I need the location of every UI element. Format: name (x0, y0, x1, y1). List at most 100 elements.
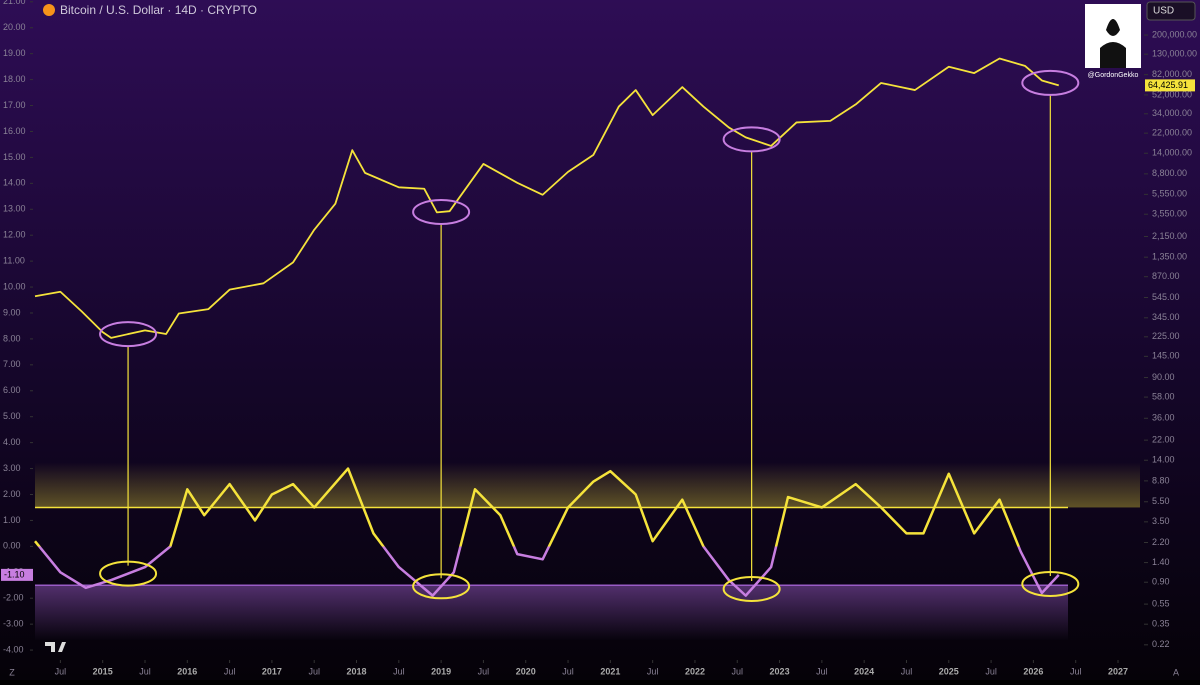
y-tick-label: 9.00 (3, 307, 21, 317)
y-tick-label: 0.00 (3, 541, 21, 551)
y-tick-label: 16.00 (3, 126, 26, 136)
x-tick-label: 2020 (516, 666, 536, 676)
y2-tick-label: 1,350.00 (1152, 252, 1187, 262)
watermark: @GordonGekko (1088, 72, 1139, 79)
y2-tick-label: 0.90 (1152, 577, 1170, 587)
corner-label: Z (9, 667, 15, 677)
last-price-label: 64,425.91 (1148, 80, 1188, 90)
x-tick-label: 2026 (1023, 666, 1043, 676)
tv-logo (45, 642, 66, 652)
y-tick-label: 7.00 (3, 359, 21, 369)
x-tick-label: Jul (1070, 666, 1082, 676)
y2-tick-label: 5.50 (1152, 496, 1170, 506)
y-tick-label: 1.00 (3, 515, 21, 525)
avatar-silhouette (1100, 19, 1126, 68)
y2-tick-label: 58.00 (1152, 391, 1175, 401)
y2-tick-label: 90.00 (1152, 372, 1175, 382)
x-tick-label: Jul (647, 666, 659, 676)
y-tick-label: 2.00 (3, 489, 21, 499)
series-line (34, 57, 1060, 339)
x-tick-label: Jul (732, 666, 744, 676)
x-tick-label: Jul (55, 666, 67, 676)
x-tick-label: 2015 (93, 666, 113, 676)
x-tick-label: 2027 (1108, 666, 1128, 676)
x-tick-label: 2024 (854, 666, 874, 676)
y2-tick-label: 345.00 (1152, 312, 1180, 322)
btc-icon (43, 4, 55, 16)
y-tick-label: 3.00 (3, 463, 21, 473)
x-tick-label: Jul (985, 666, 997, 676)
y2-tick-label: 34,000.00 (1152, 108, 1192, 118)
x-tick-label: Jul (308, 666, 320, 676)
highlight-circle (722, 126, 781, 153)
y-tick-label: -4.00 (3, 644, 24, 654)
y2-tick-label: 2,150.00 (1152, 231, 1187, 241)
highlight-circle (412, 198, 471, 225)
y2-tick-label: 200,000.00 (1152, 29, 1197, 39)
y2-tick-label: 1.40 (1152, 557, 1170, 567)
x-tick-label: Jul (901, 666, 913, 676)
x-tick-label: 2019 (431, 666, 451, 676)
x-tick-label: 2016 (177, 666, 197, 676)
y2-tick-label: 8.80 (1152, 475, 1170, 485)
chart-title: Bitcoin / U.S. Dollar · 14D · CRYPTO (60, 3, 257, 17)
y-tick-label: 4.00 (3, 437, 21, 447)
y2-tick-label: 3.50 (1152, 516, 1170, 526)
x-tick-label: 2023 (770, 666, 790, 676)
y-tick-label: 12.00 (3, 230, 26, 240)
highlight-circle (99, 321, 158, 348)
highlight-circle (412, 573, 471, 600)
y-tick-label: -2.00 (3, 593, 24, 603)
y-tick-label: 15.00 (3, 152, 26, 162)
currency-label[interactable]: USD (1153, 6, 1174, 17)
y-tick-label: 6.00 (3, 385, 21, 395)
last-value-box (1, 568, 33, 581)
y-tick-label: -3.00 (3, 619, 24, 629)
y2-tick-label: 14.00 (1152, 455, 1175, 465)
y2-tick-label: 3,550.00 (1152, 209, 1187, 219)
highlight-circle (99, 560, 158, 587)
y2-tick-label: 36.00 (1152, 413, 1175, 423)
y2-tick-label: 5,550.00 (1152, 189, 1187, 199)
y-tick-label: 21.00 (3, 0, 26, 6)
y2-tick-label: 22.00 (1152, 435, 1175, 445)
y2-tick-label: 225.00 (1152, 331, 1180, 341)
y-tick-label: 19.00 (3, 48, 26, 58)
y-tick-label: 10.00 (3, 281, 26, 291)
y2-tick-label: 870.00 (1152, 271, 1180, 281)
x-tick-label: Jul (478, 666, 490, 676)
x-tick-label: 2022 (685, 666, 705, 676)
y-tick-label: 14.00 (3, 178, 26, 188)
y2-tick-label: 545.00 (1152, 292, 1180, 302)
y-tick-label: 13.00 (3, 204, 26, 214)
x-tick-label: Jul (139, 666, 151, 676)
x-tick-label: Jul (816, 666, 828, 676)
x-tick-label: Jul (393, 666, 405, 676)
y-tick-label: 17.00 (3, 100, 26, 110)
highlight-circle (1021, 570, 1080, 597)
y-tick-label: 20.00 (3, 22, 26, 32)
y-tick-label: 11.00 (3, 255, 25, 265)
highlight-circle (1021, 69, 1080, 96)
x-tick-label: 2021 (600, 666, 620, 676)
series-line (34, 467, 1060, 597)
y2-tick-label: 0.55 (1152, 598, 1170, 608)
x-tick-label: 2018 (347, 666, 367, 676)
y2-tick-label: 52,000.00 (1152, 89, 1192, 99)
lower-band-glow (35, 585, 1068, 641)
last-value-label: -1.10 (4, 569, 25, 579)
x-tick-label: Jul (224, 666, 236, 676)
currency-select[interactable] (1146, 1, 1196, 21)
y2-tick-label: 145.00 (1152, 351, 1180, 361)
y2-tick-label: 82,000.00 (1152, 69, 1192, 79)
y-tick-label: 5.00 (3, 411, 21, 421)
x-tick-label: Jul (562, 666, 574, 676)
y2-tick-label: 0.35 (1152, 619, 1170, 629)
y2-tick-label: 22,000.00 (1152, 128, 1192, 138)
x-tick-label: 2017 (262, 666, 282, 676)
y2-tick-label: 14,000.00 (1152, 148, 1192, 158)
y2-tick-label: 0.22 (1152, 639, 1170, 649)
